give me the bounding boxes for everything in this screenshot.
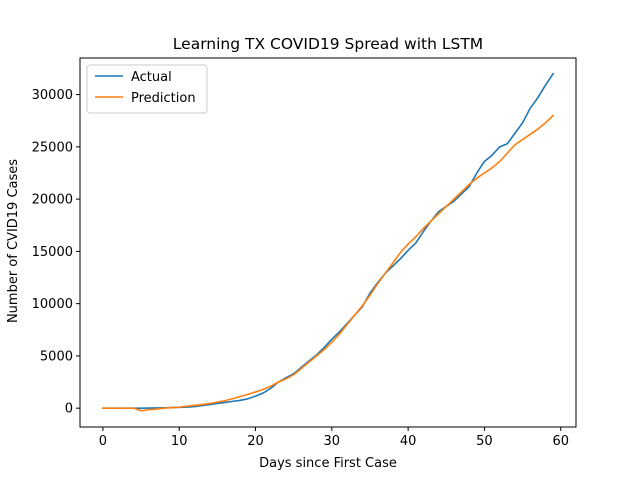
x-tick-label: 20 [247,434,264,449]
x-tick-label: 0 [99,434,107,449]
y-tick-label: 5000 [40,349,73,364]
x-tick-label: 50 [476,434,493,449]
series-line-prediction [102,114,555,412]
x-axis-label: Days since First Case [259,456,397,471]
plot-area [102,72,555,412]
y-axis-label: Number of CVID19 Cases [6,159,21,323]
y-tick-label: 0 [65,402,73,417]
series-line-actual [102,72,555,409]
y-tick-label: 30000 [32,88,73,103]
x-tick-label: 10 [171,434,188,449]
legend-box [86,64,208,114]
axes-frame [79,57,577,428]
ticks: 0 10 20 30 40 50 60 0 5000 10000 15000 20000 25000 30… [32,88,569,449]
x-tick-label: 40 [400,434,417,449]
legend-label-prediction: Prediction [131,91,196,106]
x-tick-label: 30 [324,434,341,449]
x-tick-label: 60 [552,434,569,449]
chart-title: Learning TX COVID19 Spread with LSTM [173,35,483,53]
y-tick-label: 25000 [32,140,73,155]
y-tick-label: 15000 [32,245,73,260]
y-tick-label: 10000 [32,297,73,312]
y-tick-label: 20000 [32,193,73,208]
legend-label-actual: Actual [131,70,172,85]
legend: Actual Prediction [86,64,208,114]
